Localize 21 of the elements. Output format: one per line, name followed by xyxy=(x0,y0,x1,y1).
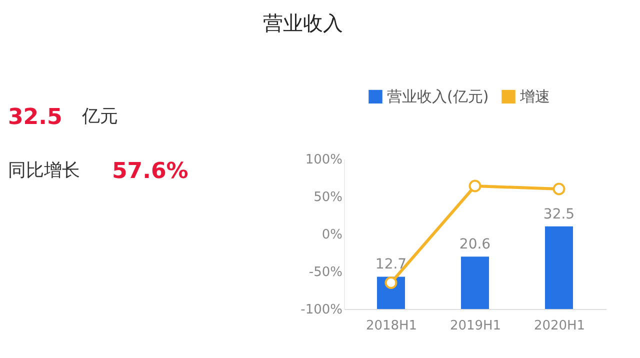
text: 57.6% xyxy=(112,159,188,184)
point xyxy=(552,182,566,196)
data-label: 20.6 xyxy=(459,236,491,253)
x-tick-label: 2019H1 xyxy=(450,318,502,334)
y-tick-label: 100% xyxy=(305,152,342,168)
point xyxy=(384,276,398,289)
chart-title: 营业收入 xyxy=(263,11,343,35)
text: 亿元 xyxy=(81,106,118,127)
legend-label: 营业收入(亿元) xyxy=(387,88,489,106)
x-tick-label: 2020H1 xyxy=(534,318,586,334)
x-tick-label: 2018H1 xyxy=(366,318,418,334)
data-label: 12.7 xyxy=(375,256,407,273)
y-tick-label: 50% xyxy=(314,190,342,205)
point xyxy=(468,180,482,192)
text: 32.5 xyxy=(8,105,62,130)
legend-label: 增速 xyxy=(519,88,550,106)
y-tick-label: -50% xyxy=(308,265,342,280)
data-label: 32.5 xyxy=(543,206,575,222)
text: 同比增长 xyxy=(8,160,80,181)
y-tick-label: -100% xyxy=(300,302,342,318)
y-tick-label: 0% xyxy=(322,228,342,242)
